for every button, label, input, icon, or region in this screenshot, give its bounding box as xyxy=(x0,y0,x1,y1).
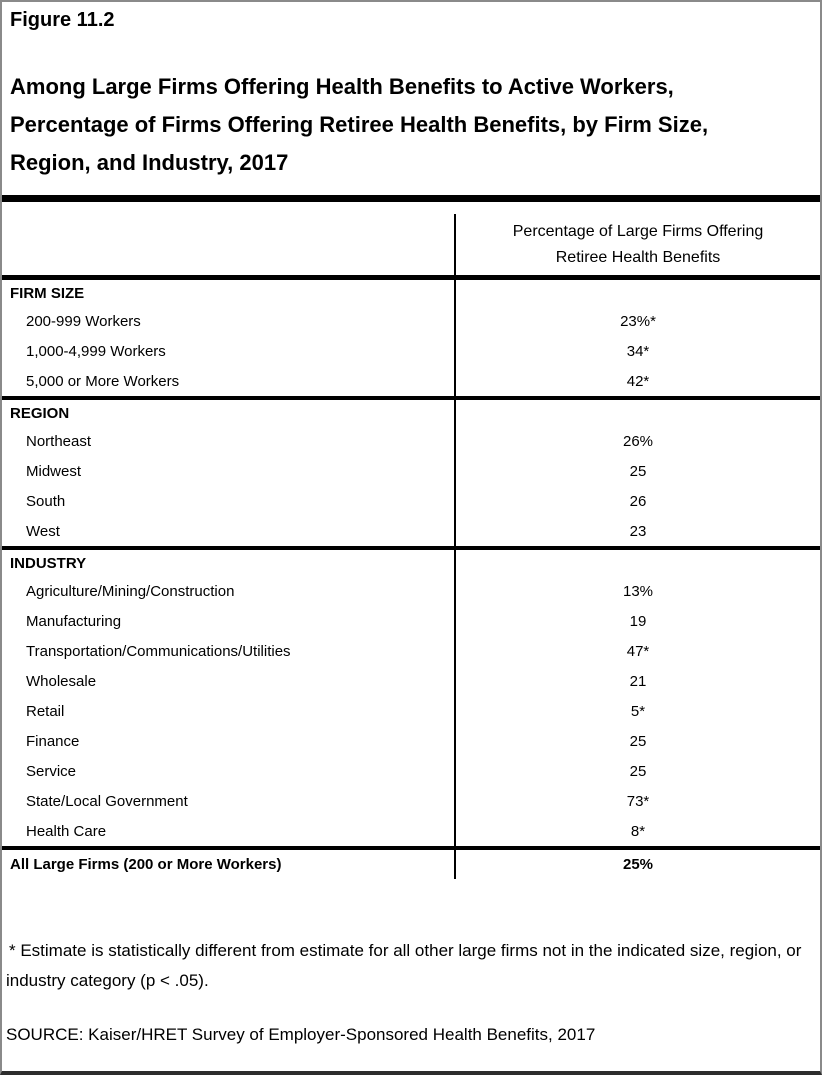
table-row: 5,000 or More Workers 42* xyxy=(2,366,820,398)
row-label: Northeast xyxy=(26,432,92,450)
row-value: 26% xyxy=(454,426,820,456)
row-label: Finance xyxy=(26,732,80,750)
row-label: Health Care xyxy=(26,822,107,840)
row-label: 1,000-4,999 Workers xyxy=(26,342,166,360)
section-header-label: REGION xyxy=(2,396,455,426)
retiree-benefits-table: Percentage of Large Firms Offering Retir… xyxy=(2,214,820,879)
table-row: Finance 25 xyxy=(2,726,820,756)
table-row: Midwest 25 xyxy=(2,456,820,486)
table-row: Health Care 8* xyxy=(2,816,820,848)
row-value: 5* xyxy=(454,696,820,726)
table-row: South 26 xyxy=(2,486,820,516)
header-empty-cell xyxy=(2,214,455,280)
row-label: 5,000 or More Workers xyxy=(26,372,180,390)
row-value: 13% xyxy=(454,576,820,606)
row-value: 23%* xyxy=(454,306,820,336)
total-row-value: 25% xyxy=(454,846,820,879)
row-label: State/Local Government xyxy=(26,792,188,810)
row-label: Manufacturing xyxy=(26,612,122,630)
table-row: Northeast 26% xyxy=(2,426,820,456)
section-header-row-firm-size: FIRM SIZE xyxy=(2,277,820,306)
row-label: Wholesale xyxy=(26,672,97,690)
row-value: 25 xyxy=(454,456,820,486)
row-value: 25 xyxy=(454,756,820,786)
value-column-header-cell: Percentage of Large Firms Offering Retir… xyxy=(454,214,820,280)
section-header-label: INDUSTRY xyxy=(2,546,455,576)
value-column-header-line2: Retiree Health Benefits xyxy=(555,248,721,266)
row-value: 8* xyxy=(454,816,820,848)
table-row: Retail 5* xyxy=(2,696,820,726)
row-value: 34* xyxy=(454,336,820,366)
source-line: SOURCE: Kaiser/HRET Survey of Employer-S… xyxy=(6,1025,596,1044)
figure-title-line-2: Percentage of Firms Offering Retiree Hea… xyxy=(10,112,709,137)
table-row: State/Local Government 73* xyxy=(2,786,820,816)
total-row-label: All Large Firms (200 or More Workers) xyxy=(2,846,455,879)
table-row: Service 25 xyxy=(2,756,820,786)
section-header-row-region: REGION xyxy=(2,396,820,426)
table-row: Wholesale 21 xyxy=(2,666,820,696)
table-header-row: Percentage of Large Firms Offering Retir… xyxy=(2,214,820,280)
row-value: 42* xyxy=(454,366,820,398)
section-header-value-cell xyxy=(454,277,820,306)
title-divider xyxy=(2,195,820,202)
figure-title: Among Large Firms Offering Health Benefi… xyxy=(2,68,820,182)
row-label: South xyxy=(26,492,66,510)
row-label: Midwest xyxy=(26,462,82,480)
row-label: Retail xyxy=(26,702,65,720)
section-header-value-cell xyxy=(454,396,820,426)
section-header-value-cell xyxy=(454,546,820,576)
row-value: 73* xyxy=(454,786,820,816)
row-label: Service xyxy=(26,762,77,780)
table-row: 200-999 Workers 23%* xyxy=(2,306,820,336)
table-row: Transportation/Communications/Utilities 4… xyxy=(2,636,820,666)
table-row: Agriculture/Mining/Construction 13% xyxy=(2,576,820,606)
row-value: 19 xyxy=(454,606,820,636)
table-row: West 23 xyxy=(2,516,820,548)
table-row: Manufacturing 19 xyxy=(2,606,820,636)
section-header-row-industry: INDUSTRY xyxy=(2,546,820,576)
figure-label: Figure 11.2 xyxy=(10,9,115,31)
footnote: * Estimate is statistically different fr… xyxy=(6,941,802,990)
figure-title-line-3: Region, and Industry, 2017 xyxy=(10,150,289,175)
row-label: Transportation/Communications/Utilities xyxy=(26,642,291,660)
row-label: West xyxy=(26,522,60,540)
row-label: Agriculture/Mining/Construction xyxy=(26,582,235,600)
total-row: All Large Firms (200 or More Workers) 25% xyxy=(2,846,820,879)
value-column-header-line1: Percentage of Large Firms Offering xyxy=(512,222,764,240)
row-value: 47* xyxy=(454,636,820,666)
figure-title-line-1: Among Large Firms Offering Health Benefi… xyxy=(10,74,674,99)
row-value: 26 xyxy=(454,486,820,516)
row-value: 25 xyxy=(454,726,820,756)
table-row: 1,000-4,999 Workers 34* xyxy=(2,336,820,366)
section-header-label: FIRM SIZE xyxy=(10,284,85,302)
row-label: 200-999 Workers xyxy=(26,312,141,330)
row-value: 23 xyxy=(454,516,820,548)
row-value: 21 xyxy=(454,666,820,696)
